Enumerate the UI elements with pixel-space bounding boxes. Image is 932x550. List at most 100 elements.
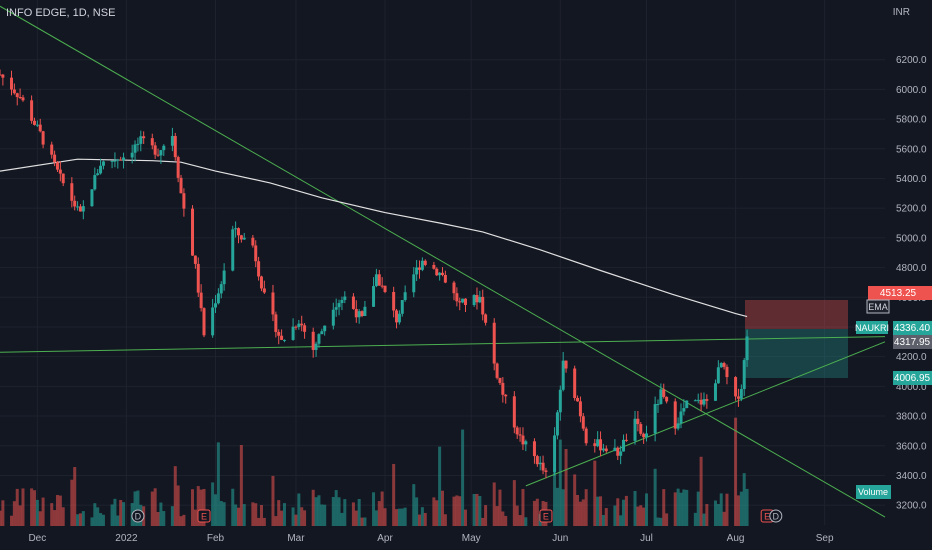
volume-bar <box>463 509 467 526</box>
candle-body <box>397 313 401 323</box>
candle-body <box>374 274 378 287</box>
volume-bar <box>53 510 57 526</box>
volume-bar <box>578 501 582 526</box>
volume-bar <box>443 514 447 526</box>
price-tick-label: 5200.0 <box>896 204 927 215</box>
candle-body <box>76 206 80 208</box>
volume-bar <box>202 488 206 526</box>
volume-bar <box>323 504 327 526</box>
volume-bar <box>76 514 80 526</box>
candle-body <box>719 363 723 368</box>
candle-body <box>311 331 315 350</box>
candle-body <box>162 145 166 151</box>
volume-bar <box>676 488 680 526</box>
volume-bar <box>176 485 180 526</box>
volume-bar <box>354 510 358 526</box>
candle-body <box>173 135 177 158</box>
volume-bar <box>182 514 186 526</box>
volume-bar <box>518 515 522 526</box>
volume-bar <box>553 468 557 526</box>
price-tick-label: 5800.0 <box>896 115 927 126</box>
volume-bar <box>665 513 669 526</box>
candle-body <box>214 303 218 308</box>
volume-bar <box>397 508 401 526</box>
volume-bar <box>699 456 703 526</box>
dividend-marker: D <box>769 509 783 523</box>
candle-body <box>314 343 318 350</box>
price-tick-label: 3800.0 <box>896 412 927 423</box>
candle-body <box>685 400 689 409</box>
candle-body <box>30 100 34 121</box>
marker-label: E <box>543 512 549 522</box>
volume-bar <box>320 504 324 526</box>
candle-body <box>538 462 542 465</box>
volume-bar <box>113 498 117 526</box>
volume-bar <box>239 445 243 526</box>
candle-body <box>581 416 585 429</box>
candle-body <box>619 451 623 456</box>
volume-bar <box>257 517 261 526</box>
candle-body <box>601 448 605 451</box>
volume-bar <box>311 489 315 526</box>
candle-body <box>481 296 485 315</box>
volume-bar <box>593 460 597 526</box>
volume-bar <box>455 495 459 526</box>
volume-bar <box>619 515 623 526</box>
candle-body <box>96 173 100 176</box>
marker-icon <box>769 509 783 523</box>
volume-bar <box>110 504 114 526</box>
volume-bar <box>282 503 286 526</box>
volume-bar <box>294 514 298 526</box>
time-tick-label: Mar <box>287 533 305 544</box>
earnings-marker: E <box>539 509 553 523</box>
volume-bar <box>682 489 686 526</box>
volume-bar <box>662 489 666 526</box>
candle-body <box>90 189 94 207</box>
candle-body <box>191 208 195 256</box>
candle-body <box>61 173 65 184</box>
candle-body <box>412 274 416 293</box>
volume-bar <box>705 504 709 526</box>
volume-bar <box>262 517 266 526</box>
candle-body <box>294 326 298 328</box>
volume-bar <box>41 497 45 526</box>
time-tick-label: Dec <box>28 533 46 544</box>
volume-bar <box>599 496 603 526</box>
time-tick-label: Sep <box>816 533 834 544</box>
candle-body <box>211 307 215 336</box>
candle-body <box>403 292 407 301</box>
candle-body <box>679 411 683 424</box>
volume-bar <box>374 510 378 526</box>
candle-body <box>722 363 726 367</box>
candle-body <box>360 311 364 317</box>
volume-bar <box>15 488 19 526</box>
price-tick-label: 4000.0 <box>896 382 927 393</box>
volume-bar <box>156 511 160 526</box>
time-tick-label: Jun <box>552 533 568 544</box>
volume-bar <box>561 489 565 526</box>
candle-body <box>673 401 677 429</box>
candle-body <box>303 325 307 332</box>
candle-body <box>101 161 105 166</box>
candle-body <box>492 322 496 364</box>
volume-bar <box>334 490 338 526</box>
candle-body <box>122 157 126 161</box>
volume-bar <box>12 501 16 526</box>
ticker-tag: NAUKRI <box>855 323 889 333</box>
candle-body <box>395 310 399 323</box>
earnings-marker: E <box>197 509 211 523</box>
volume-bar <box>357 498 361 526</box>
candle-body <box>616 447 620 456</box>
marker-icon <box>131 509 145 523</box>
candle-body <box>702 399 706 405</box>
volume-bar <box>679 492 683 526</box>
candle-body <box>242 237 246 240</box>
volume-bar <box>122 502 126 526</box>
candle-body <box>693 400 697 402</box>
candle-body <box>659 389 663 405</box>
volume-bar <box>1 500 5 526</box>
volume-bar <box>596 496 600 526</box>
candle-body <box>35 124 39 126</box>
volume-bar <box>191 489 195 526</box>
